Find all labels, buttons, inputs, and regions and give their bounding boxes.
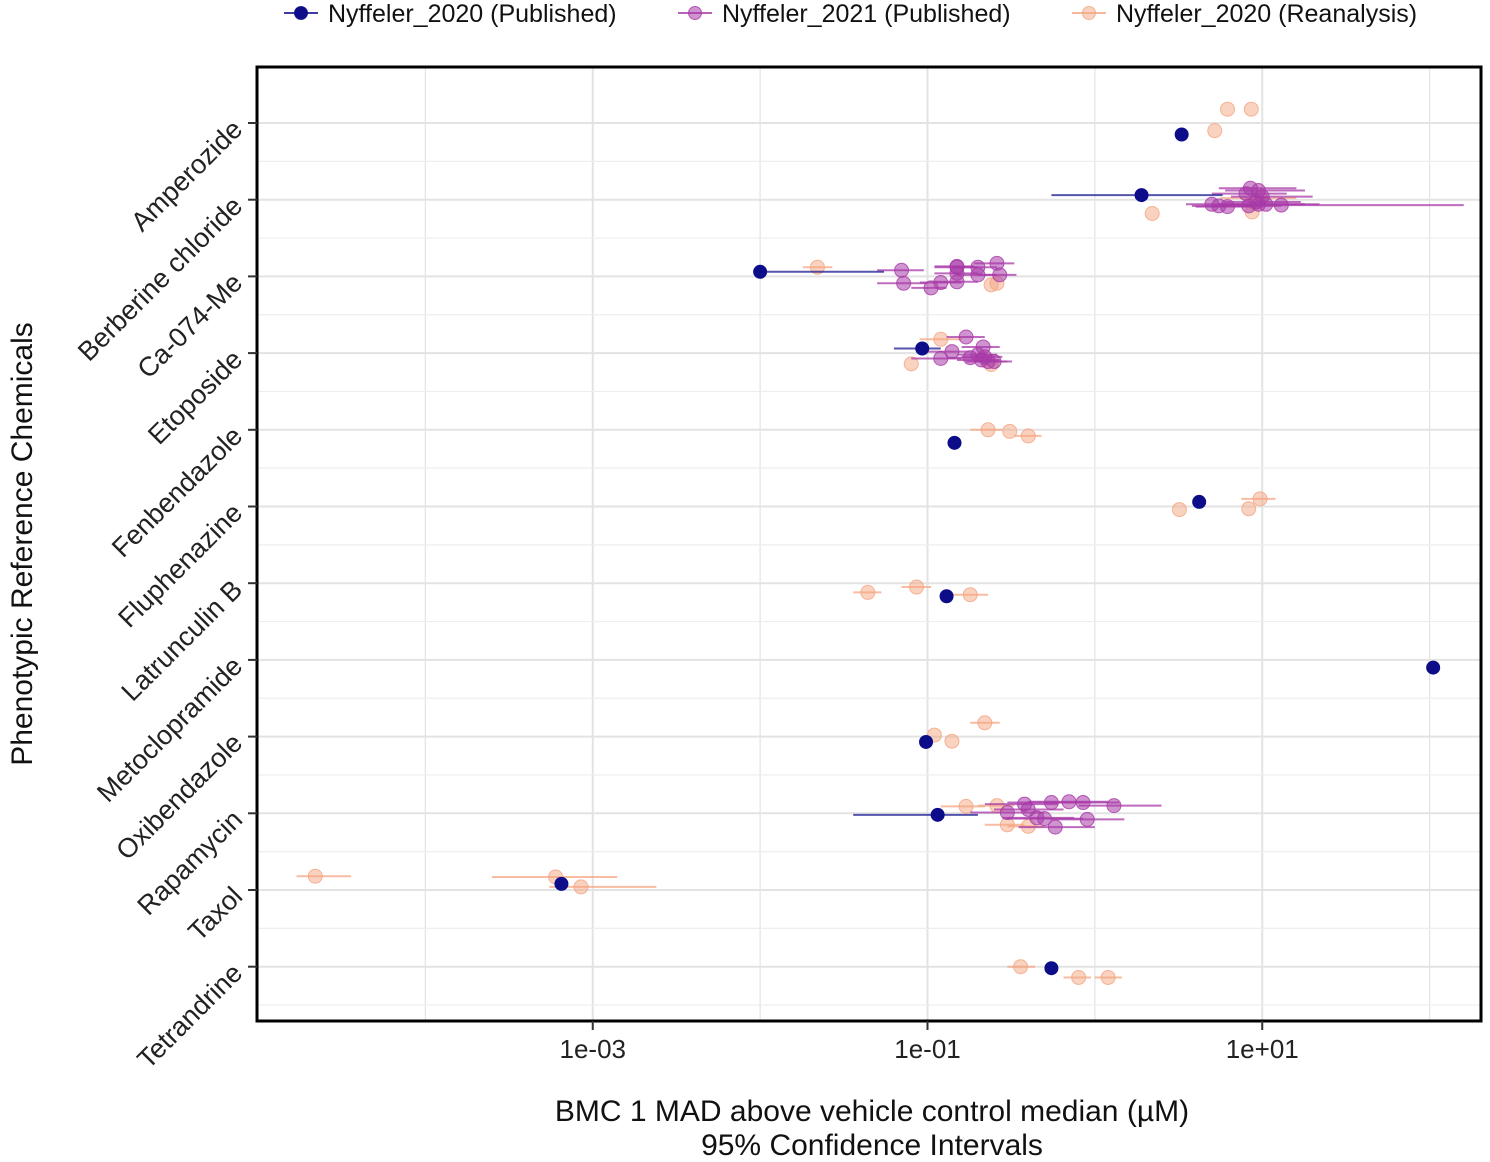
data-point (1047, 819, 1063, 835)
legend-label: Nyffeler_2020 (Reanalysis) (1116, 0, 1417, 28)
data-point (947, 435, 962, 450)
series-0 (554, 127, 1441, 976)
data-point (1252, 491, 1268, 507)
x-tick-label: 1e+01 (1226, 1034, 1299, 1064)
data-point (903, 356, 919, 372)
data-point (1079, 811, 1095, 827)
data-point (1071, 969, 1087, 985)
data-point (1273, 197, 1289, 213)
x-axis-title-line1: BMC 1 MAD above vehicle control median (… (555, 1095, 1189, 1128)
data-point (1134, 188, 1149, 203)
x-tick-label: 1e-03 (559, 1034, 626, 1064)
legend-item-2: Nyffeler_2020 (Reanalysis) (1072, 0, 1417, 28)
plot-marks (296, 101, 1464, 985)
x-tick-label: 1e-01 (894, 1034, 961, 1064)
data-point (809, 259, 825, 275)
x-axis-title-line2: 95% Confidence Intervals (701, 1129, 1043, 1162)
data-point (1002, 423, 1018, 439)
data-point (1100, 969, 1116, 985)
data-point (1241, 501, 1257, 517)
data-point (573, 879, 589, 895)
data-point (980, 354, 996, 370)
data-point (933, 350, 949, 366)
grid (257, 68, 1480, 1020)
data-point (919, 734, 934, 749)
y-tick-label: Tetrandrine (132, 958, 249, 1075)
series-1 (877, 180, 1464, 835)
legend-item-0: Nyffeler_2020 (Published) (284, 0, 617, 28)
x-axis: 1e-03 1e-01 1e+01 (559, 1021, 1299, 1064)
data-point (307, 868, 323, 884)
data-point (1171, 502, 1187, 518)
data-point (896, 275, 912, 291)
y-axis-title: Phenotypic Reference Chemicals (6, 322, 39, 766)
data-point (980, 422, 996, 438)
data-point (1020, 428, 1036, 444)
data-point (1207, 123, 1223, 139)
data-point (923, 280, 939, 296)
data-point (933, 331, 949, 347)
data-point (1044, 961, 1059, 976)
data-point (1075, 795, 1091, 811)
data-point (1243, 101, 1259, 117)
data-point (949, 274, 965, 290)
y-tick-label: Fenbendazole (106, 421, 248, 563)
data-point (915, 341, 930, 356)
data-point (909, 579, 925, 595)
data-point (1106, 798, 1122, 814)
data-point (1248, 194, 1264, 210)
data-point (1174, 127, 1189, 142)
data-point (930, 807, 945, 822)
plot-panel-border (255, 65, 1483, 1023)
legend-key-dot (688, 6, 702, 20)
legend-label: Nyffeler_2021 (Published) (722, 0, 1011, 28)
data-point (894, 262, 910, 278)
legend-key-dot (1082, 6, 1096, 20)
data-point (554, 876, 569, 891)
legend-key-dot (294, 6, 308, 20)
data-point (860, 584, 876, 600)
data-point (1144, 206, 1160, 222)
data-point (944, 733, 960, 749)
data-point (1192, 494, 1207, 509)
data-point (1426, 660, 1441, 675)
data-point (939, 589, 954, 604)
data-point (962, 587, 978, 603)
data-point (977, 715, 993, 731)
data-point (1219, 101, 1235, 117)
legend-item-1: Nyffeler_2021 (Published) (678, 0, 1011, 28)
data-point (958, 798, 974, 814)
legend: Nyffeler_2020 (Published) Nyffeler_2021 (… (284, 0, 1417, 28)
data-point (992, 267, 1008, 283)
legend-label: Nyffeler_2020 (Published) (328, 0, 617, 28)
y-tick-label: Taxol (182, 881, 248, 947)
data-point (753, 264, 768, 279)
data-point (958, 329, 974, 345)
data-point (1013, 959, 1029, 975)
